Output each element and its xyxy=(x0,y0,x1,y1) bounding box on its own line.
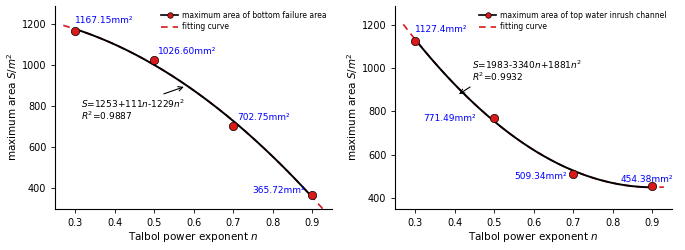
Text: $S$=1253+111$n$-1229$n^2$: $S$=1253+111$n$-1229$n^2$ xyxy=(81,98,185,110)
Text: $R^2$=0.9887: $R^2$=0.9887 xyxy=(81,110,133,122)
Text: 1127.4mm²: 1127.4mm² xyxy=(415,25,468,34)
Text: 1167.15mm²: 1167.15mm² xyxy=(75,16,134,25)
Text: 702.75mm²: 702.75mm² xyxy=(237,114,290,122)
Y-axis label: maximum area $S$/$m^2$: maximum area $S$/$m^2$ xyxy=(346,53,360,162)
Y-axis label: maximum area $S$/$m^2$: maximum area $S$/$m^2$ xyxy=(5,53,21,162)
X-axis label: Talbol power exponent $n$: Talbol power exponent $n$ xyxy=(469,230,599,244)
Text: 454.38mm²: 454.38mm² xyxy=(621,176,673,184)
Text: 771.49mm²: 771.49mm² xyxy=(423,114,475,123)
X-axis label: Talbol power exponent $n$: Talbol power exponent $n$ xyxy=(128,230,259,244)
Text: $S$=1983-3340$n$+1881$n^2$: $S$=1983-3340$n$+1881$n^2$ xyxy=(473,59,582,72)
Text: 509.34mm²: 509.34mm² xyxy=(514,172,566,180)
Legend: maximum area of bottom failure area, fitting curve: maximum area of bottom failure area, fit… xyxy=(160,10,328,33)
Text: 365.72mm²: 365.72mm² xyxy=(253,186,306,195)
Legend: maximum area of top water inrush channel, fitting curve: maximum area of top water inrush channel… xyxy=(477,10,668,33)
Text: $R^2$=0.9932: $R^2$=0.9932 xyxy=(473,71,524,83)
Text: 1026.60mm²: 1026.60mm² xyxy=(158,47,216,56)
